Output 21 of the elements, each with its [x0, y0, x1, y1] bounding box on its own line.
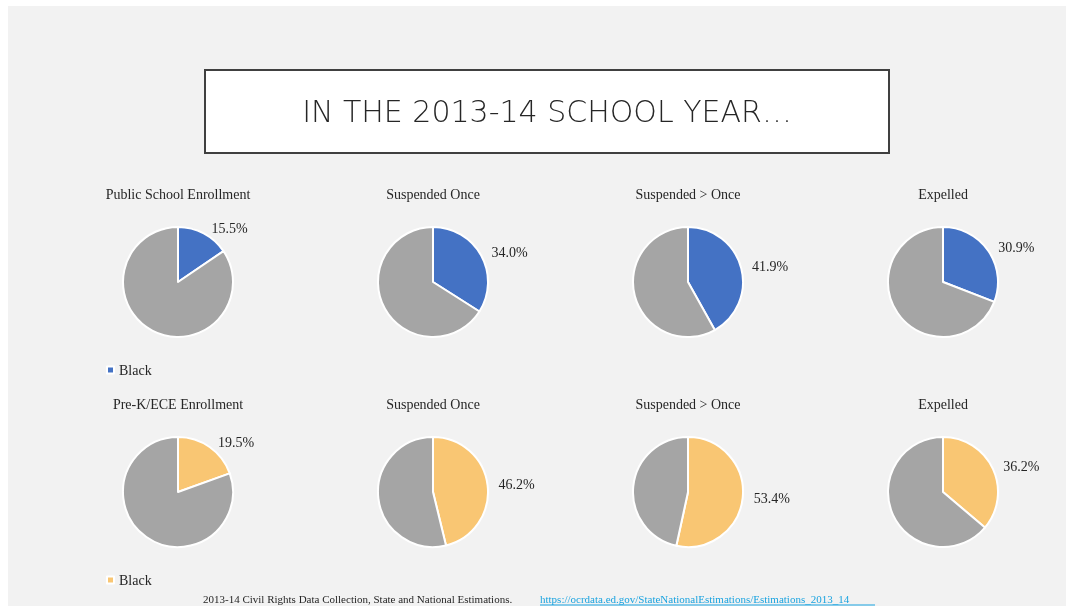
data-label: 53.4% [753, 491, 791, 506]
chart-title: Pre-K/ECE Enrollment [112, 396, 244, 412]
data-label: 36.2% [1003, 458, 1040, 474]
data-label: 30.9% [998, 240, 1035, 256]
data-label: 19.5% [218, 434, 255, 450]
data-label: 41.9% [752, 259, 789, 275]
chart-title: Suspended > Once [635, 396, 741, 412]
chart-title: Suspended Once [386, 396, 480, 412]
data-label: 34.0% [491, 245, 528, 261]
chart-title: Public School Enrollment [105, 186, 251, 202]
text: IN THE 2013-14 SCHOOL YEAR… [302, 93, 792, 129]
chart-title: Suspended Once [386, 186, 480, 202]
legend-label: Black [119, 362, 152, 378]
data-label: 15.5% [211, 220, 249, 236]
legend-label: Black [119, 572, 152, 588]
data-label: 46.2% [498, 477, 536, 493]
text: https://ocrdata.ed.gov/StateNationalEstimations/Estimations_2013_14 [540, 593, 850, 605]
chart-title: Suspended > Once [635, 186, 741, 202]
text: 2013-14 Civil Rights Data Collection, State and National Estimations. [203, 593, 513, 605]
chart-title: Expelled [918, 186, 968, 202]
chart-title: Expelled [918, 396, 968, 412]
